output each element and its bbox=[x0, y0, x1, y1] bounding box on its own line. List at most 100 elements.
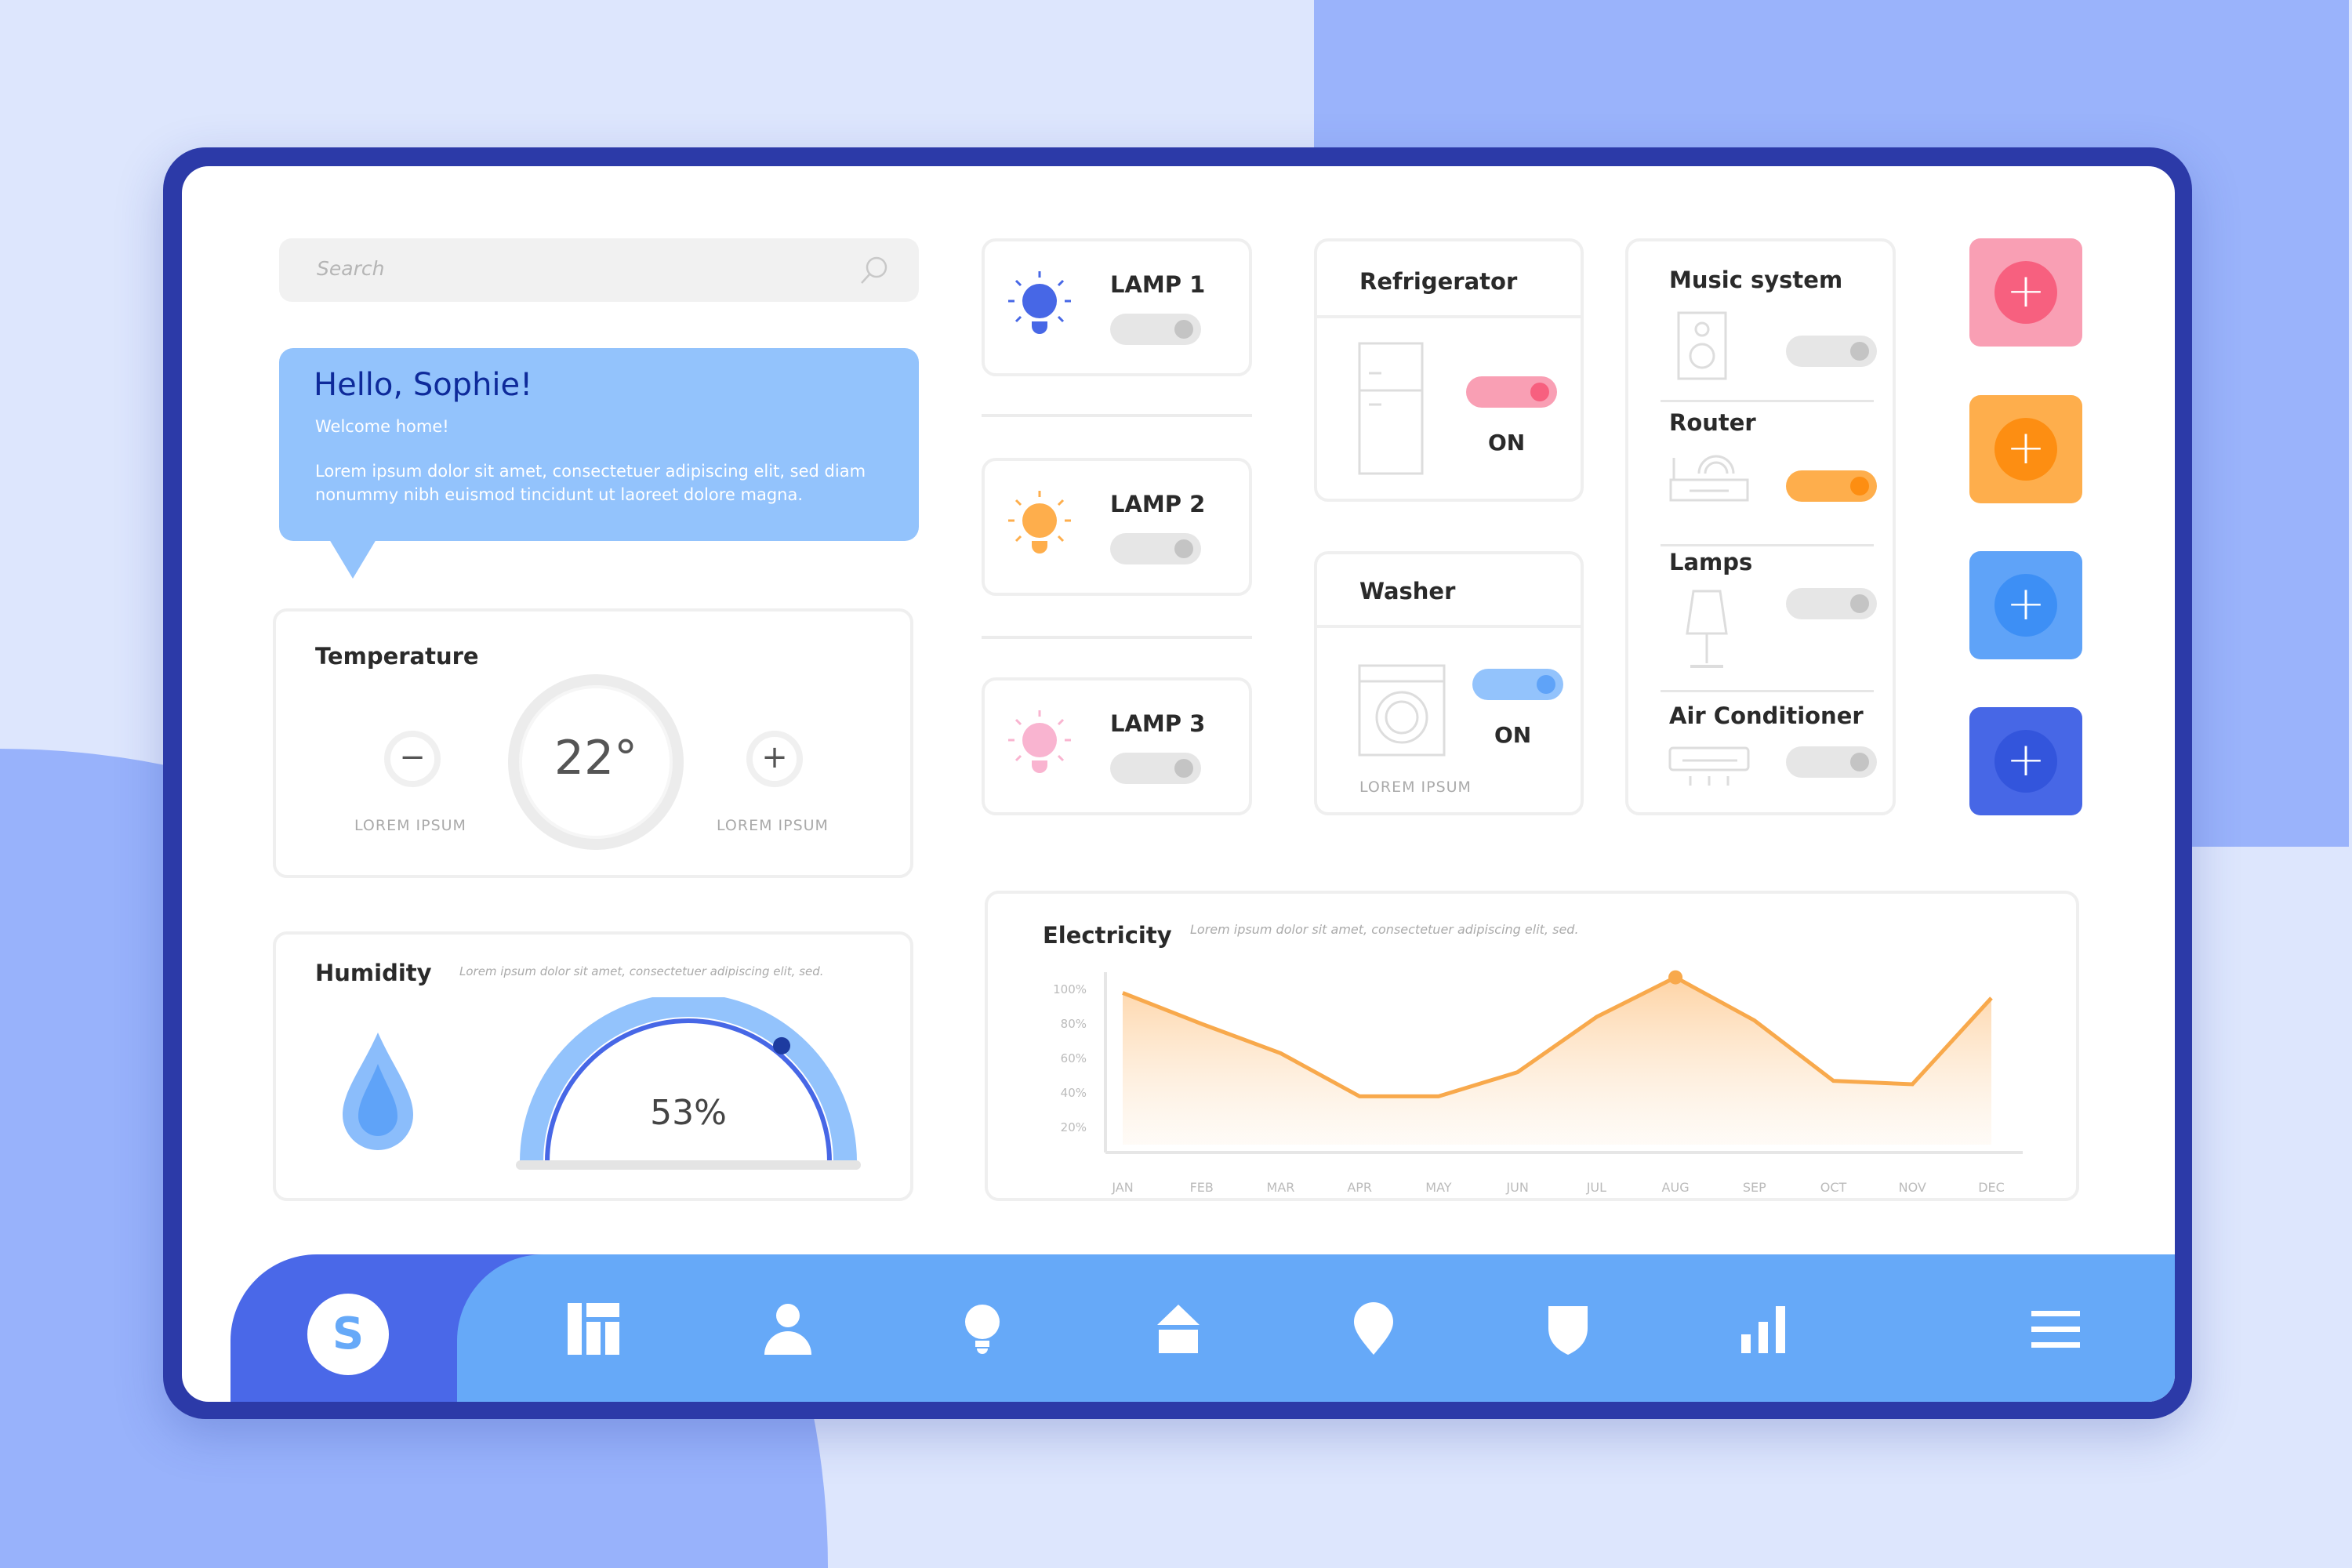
humidity-gauge bbox=[516, 997, 861, 1170]
search-input[interactable]: Search bbox=[279, 238, 919, 302]
divider bbox=[1661, 400, 1874, 402]
water-drop-icon bbox=[343, 1033, 413, 1150]
washer-toggle[interactable] bbox=[1472, 669, 1563, 700]
divider bbox=[1661, 544, 1874, 546]
washer-card: Washer ON LOREM IPSUM bbox=[1314, 551, 1584, 815]
device-icon-wrap bbox=[1667, 745, 1753, 795]
x-tick-label: JUN bbox=[1505, 1180, 1528, 1195]
toggle-knob bbox=[1174, 539, 1193, 558]
add-button[interactable]: + bbox=[1969, 238, 2082, 347]
lamp-card: LAMP 1 bbox=[982, 238, 1252, 376]
shield-icon[interactable] bbox=[1541, 1301, 1595, 1356]
user-icon[interactable] bbox=[760, 1301, 815, 1356]
greeting-subtitle: Welcome home! bbox=[315, 417, 449, 436]
toggle-knob bbox=[1850, 594, 1869, 613]
toggle-knob bbox=[1850, 342, 1869, 361]
dashboard-icon[interactable] bbox=[566, 1301, 621, 1356]
avatar[interactable]: S bbox=[307, 1294, 389, 1375]
refrigerator-status: ON bbox=[1488, 430, 1526, 456]
search-icon[interactable] bbox=[858, 254, 891, 287]
humidity-card: Humidity Lorem ipsum dolor sit amet, con… bbox=[273, 931, 913, 1201]
refrigerator-title: Refrigerator bbox=[1359, 268, 1518, 295]
x-tick-label: MAR bbox=[1267, 1180, 1295, 1195]
data-point bbox=[1668, 970, 1683, 985]
refrigerator-toggle[interactable] bbox=[1466, 376, 1557, 408]
electricity-card: Electricity Lorem ipsum dolor sit amet, … bbox=[985, 891, 2079, 1201]
add-button[interactable]: + bbox=[1969, 707, 2082, 815]
lamp-label: LAMP 3 bbox=[1110, 710, 1206, 737]
greeting-bubble: Hello, Sophie! Welcome home! Lorem ipsum… bbox=[279, 348, 919, 541]
toggle-knob bbox=[1174, 759, 1193, 778]
device-label: Router bbox=[1669, 409, 1756, 436]
gauge-indicator bbox=[773, 1036, 791, 1054]
lightbulb-icon[interactable] bbox=[955, 1301, 1010, 1356]
air-conditioner-icon bbox=[1668, 746, 1750, 786]
x-tick-label: OCT bbox=[1820, 1180, 1847, 1195]
lamp-toggle[interactable] bbox=[1110, 314, 1201, 345]
plus-label: LOREM IPSUM bbox=[717, 817, 829, 834]
humidity-title: Humidity bbox=[315, 960, 432, 986]
x-tick-label: NOV bbox=[1899, 1180, 1926, 1195]
x-tick-label: FEB bbox=[1190, 1180, 1214, 1195]
washer-status: ON bbox=[1494, 722, 1532, 748]
chart-subtitle: Lorem ipsum dolor sit amet, consectetuer… bbox=[1190, 922, 1579, 937]
temperature-card: Temperature − LOREM IPSUM 22° + LOREM IP… bbox=[273, 608, 913, 878]
lamp-card: LAMP 3 bbox=[982, 677, 1252, 815]
temperature-title: Temperature bbox=[315, 643, 479, 670]
add-button[interactable]: + bbox=[1969, 395, 2082, 503]
x-tick-label: MAY bbox=[1425, 1180, 1452, 1195]
location-pin-icon[interactable] bbox=[1346, 1301, 1401, 1356]
lightbulb-icon bbox=[1008, 491, 1071, 554]
speaker-icon bbox=[1677, 311, 1727, 380]
bar-chart-icon[interactable] bbox=[1737, 1301, 1791, 1356]
device-toggle[interactable] bbox=[1786, 588, 1877, 619]
floor-lamp-icon bbox=[1686, 590, 1728, 668]
x-tick-label: JUL bbox=[1586, 1180, 1606, 1195]
lightbulb-icon bbox=[1008, 271, 1071, 334]
temperature-plus-button[interactable]: + bbox=[746, 731, 803, 787]
toggle-knob bbox=[1530, 383, 1549, 401]
x-tick-label: DEC bbox=[1978, 1180, 2005, 1195]
plus-icon: + bbox=[1994, 261, 2057, 324]
router-icon bbox=[1669, 455, 1749, 502]
divider bbox=[1661, 690, 1874, 692]
series-line bbox=[1122, 975, 1993, 1098]
bottom-nav bbox=[457, 1254, 2175, 1402]
x-tick-label: SEP bbox=[1743, 1180, 1766, 1195]
temperature-minus-button[interactable]: − bbox=[384, 731, 441, 787]
y-tick-label: 80% bbox=[1061, 1017, 1087, 1031]
device-icon-wrap bbox=[1666, 450, 1752, 508]
device-label: Music system bbox=[1669, 267, 1843, 293]
electricity-chart: JAN FEB MAR APR MAY JUN JUL AUG SEP OCT NOV DEC 100%… bbox=[1053, 970, 2023, 1195]
divider bbox=[1317, 315, 1581, 318]
plus-icon: + bbox=[1994, 574, 2057, 637]
device-icon-wrap bbox=[1679, 588, 1734, 677]
plus-icon: + bbox=[1994, 730, 2057, 793]
lamp-label: LAMP 2 bbox=[1110, 491, 1206, 517]
lamp-label: LAMP 1 bbox=[1110, 271, 1206, 298]
lamp-toggle[interactable] bbox=[1110, 533, 1201, 564]
device-toggle[interactable] bbox=[1786, 470, 1877, 502]
menu-icon[interactable] bbox=[2028, 1301, 2083, 1356]
device-toggle[interactable] bbox=[1786, 746, 1877, 778]
home-icon[interactable] bbox=[1151, 1301, 1206, 1356]
plus-icon: + bbox=[1994, 418, 2057, 481]
lamp-card: LAMP 2 bbox=[982, 458, 1252, 596]
refrigerator-icon bbox=[1358, 342, 1424, 475]
toggle-knob bbox=[1174, 320, 1193, 339]
lamp-toggle[interactable] bbox=[1110, 753, 1201, 784]
search-placeholder: Search bbox=[317, 257, 385, 280]
minus-label: LOREM IPSUM bbox=[354, 817, 466, 834]
washer-caption: LOREM IPSUM bbox=[1359, 779, 1472, 796]
add-button[interactable]: + bbox=[1969, 551, 2082, 659]
chart-title: Electricity bbox=[1043, 922, 1172, 949]
lightbulb-icon bbox=[1008, 710, 1071, 773]
y-tick-label: 20% bbox=[1061, 1120, 1087, 1134]
avatar-initial: S bbox=[332, 1308, 365, 1359]
bubble-tail bbox=[329, 539, 376, 579]
divider bbox=[982, 414, 1252, 417]
device-toggle[interactable] bbox=[1786, 336, 1877, 367]
greeting-title: Hello, Sophie! bbox=[314, 367, 533, 403]
divider bbox=[982, 636, 1252, 639]
temperature-value: 22° bbox=[554, 731, 638, 786]
